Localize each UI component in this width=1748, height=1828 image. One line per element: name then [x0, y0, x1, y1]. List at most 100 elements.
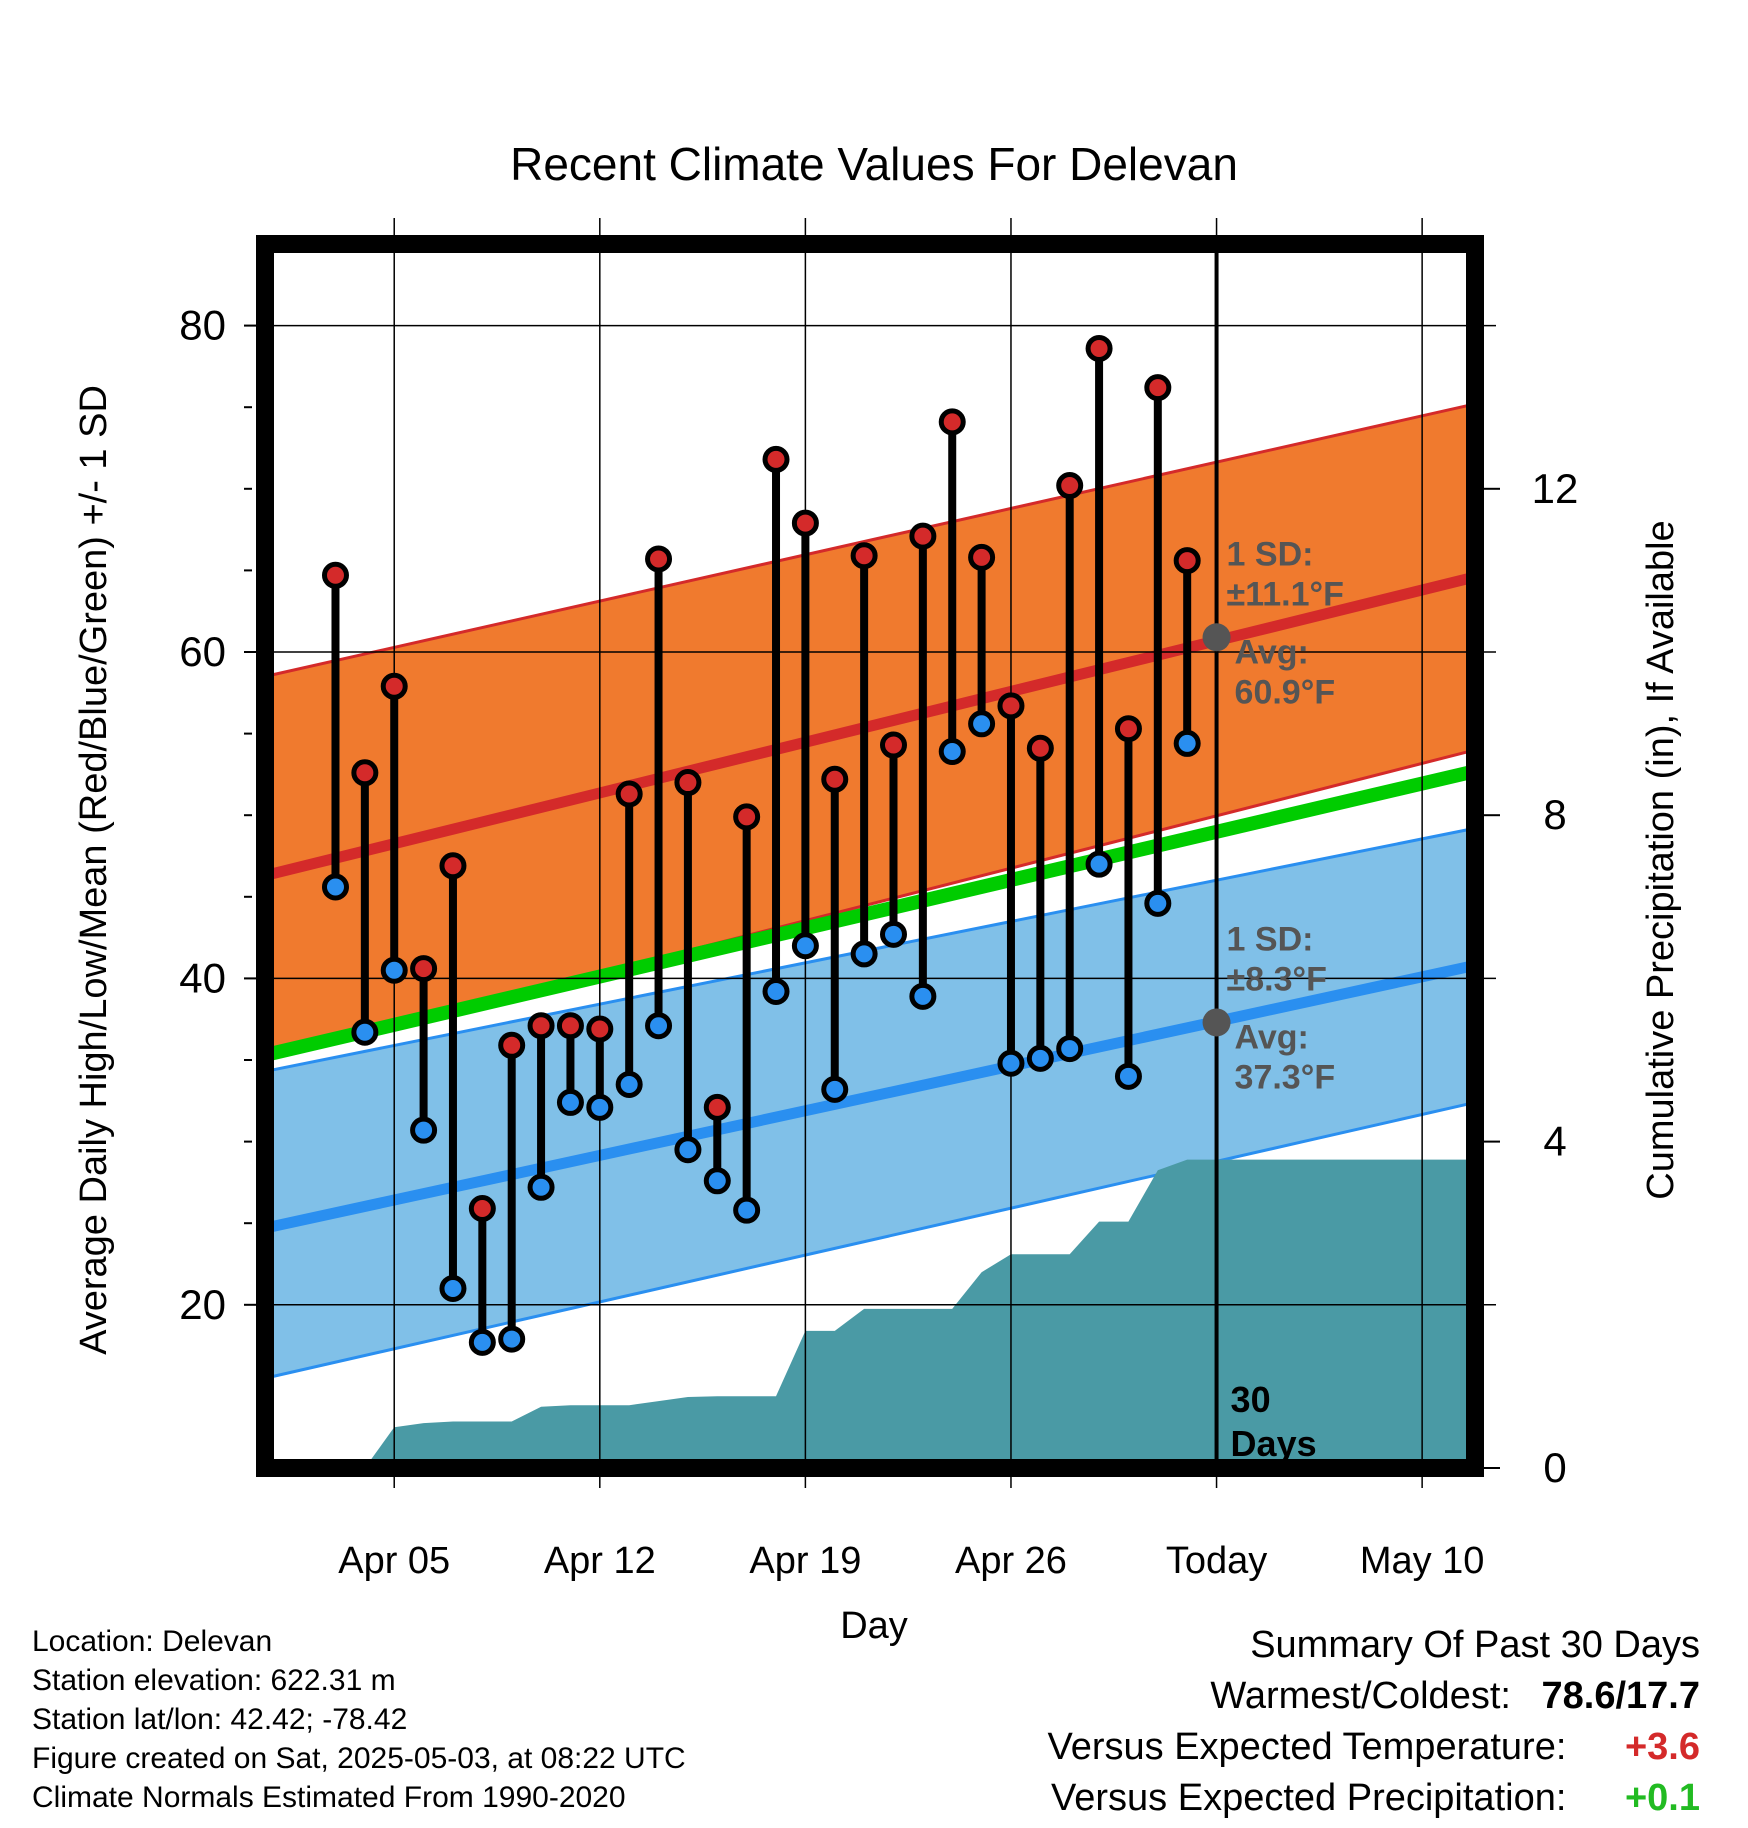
warmest-value: 78.6/17.7 — [1541, 1675, 1700, 1717]
high-point — [645, 545, 673, 573]
low-point — [879, 920, 907, 948]
normal-low-sd-label: 1 SD: — [1227, 920, 1314, 958]
y-axis-label: Average Daily High/Low/Mean (Red/Blue/Gr… — [73, 385, 115, 1355]
high-point — [468, 1195, 496, 1223]
y-tick-label: 60 — [179, 628, 226, 675]
high-point — [1144, 374, 1172, 402]
high-point — [938, 408, 966, 436]
low-point — [1085, 850, 1113, 878]
low-point — [615, 1070, 643, 1098]
normal-low-avg-value: 37.3°F — [1235, 1058, 1336, 1096]
high-point — [733, 803, 761, 831]
x-tick-label: May 10 — [1360, 1540, 1485, 1582]
high-point — [1056, 472, 1084, 500]
high-point — [586, 1015, 614, 1043]
low-point — [762, 977, 790, 1005]
y-tick-label: 80 — [179, 302, 226, 349]
normal-high-avg-marker — [1202, 623, 1231, 652]
low-point — [1173, 729, 1201, 757]
normal-high-avg-label: Avg: — [1235, 633, 1309, 671]
high-point — [410, 955, 438, 983]
normal-low-band — [265, 828, 1475, 1379]
high-point — [556, 1012, 584, 1040]
y2-axis-label: Cumulative Precipitation (in), If Availa… — [1640, 520, 1682, 1199]
normal-high-sd-value: ±11.1°F — [1227, 575, 1344, 613]
x-tick-label: Today — [1166, 1540, 1267, 1582]
y2-tick-label: 8 — [1543, 791, 1566, 838]
normal-low-avg-label: Avg: — [1235, 1018, 1309, 1056]
low-point — [380, 956, 408, 984]
x-tick-label: Apr 26 — [955, 1540, 1067, 1582]
x-tick-label: Apr 05 — [338, 1540, 450, 1582]
low-point — [527, 1173, 555, 1201]
normal-high-sd-label: 1 SD: — [1227, 535, 1314, 573]
low-point — [733, 1196, 761, 1224]
low-point — [821, 1075, 849, 1103]
high-point — [674, 769, 702, 797]
high-point — [380, 672, 408, 700]
y2-tick-label: 12 — [1532, 465, 1579, 512]
low-point — [439, 1274, 467, 1302]
low-point — [645, 1012, 673, 1040]
summary-warmest-row: Warmest/Coldest: 78.6/17.7 — [1047, 1671, 1700, 1722]
high-point — [791, 509, 819, 537]
low-point — [586, 1093, 614, 1121]
today-days-count: 30 — [1231, 1379, 1271, 1420]
low-point — [1144, 889, 1172, 917]
low-point — [1026, 1044, 1054, 1072]
normal-mean-line — [263, 764, 1477, 1062]
low-point — [498, 1325, 526, 1353]
low-point — [703, 1167, 731, 1195]
high-point — [821, 765, 849, 793]
x-tick-label: Apr 19 — [749, 1540, 861, 1582]
normal-high-band-edge — [264, 402, 1476, 678]
low-point — [468, 1328, 496, 1356]
latlon-text: Station lat/lon: 42.42; -78.42 — [32, 1703, 408, 1736]
normal-low-band-edge — [264, 1100, 1476, 1380]
temp-label: Versus Expected Temperature: — [1047, 1726, 1567, 1768]
low-point — [909, 982, 937, 1010]
low-point — [556, 1088, 584, 1116]
normal-low-mean-line — [263, 959, 1477, 1234]
low-point — [938, 738, 966, 766]
high-point — [909, 522, 937, 550]
low-point — [1056, 1035, 1084, 1063]
high-point — [351, 759, 379, 787]
low-point — [791, 932, 819, 960]
low-point — [321, 873, 349, 901]
y-tick-label: 20 — [179, 1281, 226, 1328]
normals-text: Climate Normals Estimated From 1990-2020 — [32, 1781, 626, 1814]
high-point — [439, 852, 467, 880]
x-tick-label: Apr 12 — [544, 1540, 656, 1582]
high-point — [1026, 734, 1054, 762]
normal-low-sd-value: ±8.3°F — [1227, 960, 1327, 998]
high-point — [1114, 715, 1142, 743]
high-point — [1085, 334, 1113, 362]
precip-area — [265, 1159, 1475, 1468]
normal-high-avg-value: 60.9°F — [1235, 673, 1336, 711]
y2-tick-label: 4 — [1543, 1118, 1566, 1165]
low-point — [997, 1049, 1025, 1077]
high-point — [997, 692, 1025, 720]
today-days-word: Days — [1231, 1423, 1317, 1464]
y2-tick-label: 0 — [1543, 1444, 1566, 1491]
low-point — [351, 1018, 379, 1046]
high-point — [498, 1031, 526, 1059]
precip-value: +0.1 — [1624, 1777, 1700, 1819]
summary-temp-row: Versus Expected Temperature: +3.6 — [1047, 1722, 1700, 1773]
high-point — [321, 561, 349, 589]
station-info: Location: Delevan Station elevation: 622… — [32, 1622, 686, 1817]
summary-title: Summary Of Past 30 Days — [1250, 1624, 1700, 1666]
summary-precip-row: Versus Expected Precipitation: +0.1 — [1047, 1773, 1700, 1824]
chart-title: Recent Climate Values For Delevan — [510, 138, 1238, 190]
high-point — [615, 780, 643, 808]
location-text: Location: Delevan — [32, 1625, 273, 1658]
high-point — [968, 543, 996, 571]
x-axis-label: Day — [840, 1605, 908, 1647]
created-text: Figure created on Sat, 2025-05-03, at 08… — [32, 1742, 686, 1775]
temp-value: +3.6 — [1624, 1726, 1700, 1768]
low-point — [968, 710, 996, 738]
low-point — [850, 940, 878, 968]
